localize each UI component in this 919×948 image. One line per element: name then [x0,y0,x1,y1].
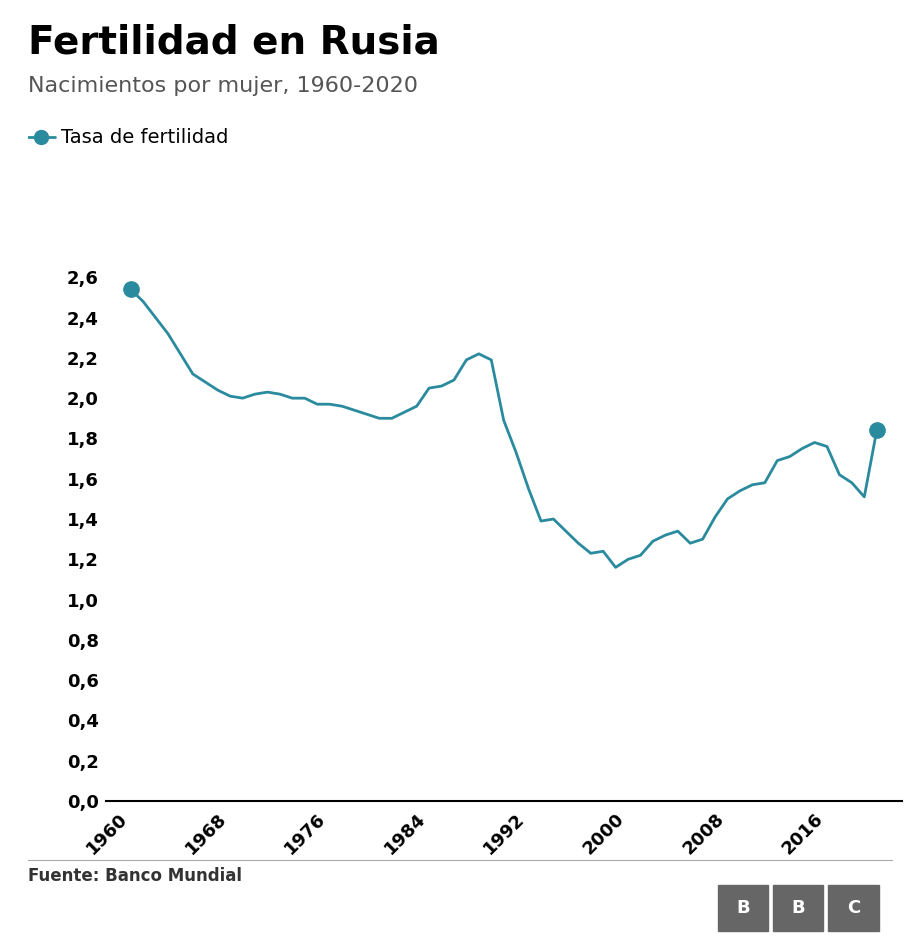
Text: Tasa de fertilidad: Tasa de fertilidad [61,128,228,147]
Text: Fuente: Banco Mundial: Fuente: Banco Mundial [28,867,242,885]
Text: Fertilidad en Rusia: Fertilidad en Rusia [28,24,439,62]
Text: B: B [735,900,749,917]
Text: C: C [845,900,859,917]
Text: B: B [790,900,804,917]
Text: Nacimientos por mujer, 1960-2020: Nacimientos por mujer, 1960-2020 [28,76,417,96]
